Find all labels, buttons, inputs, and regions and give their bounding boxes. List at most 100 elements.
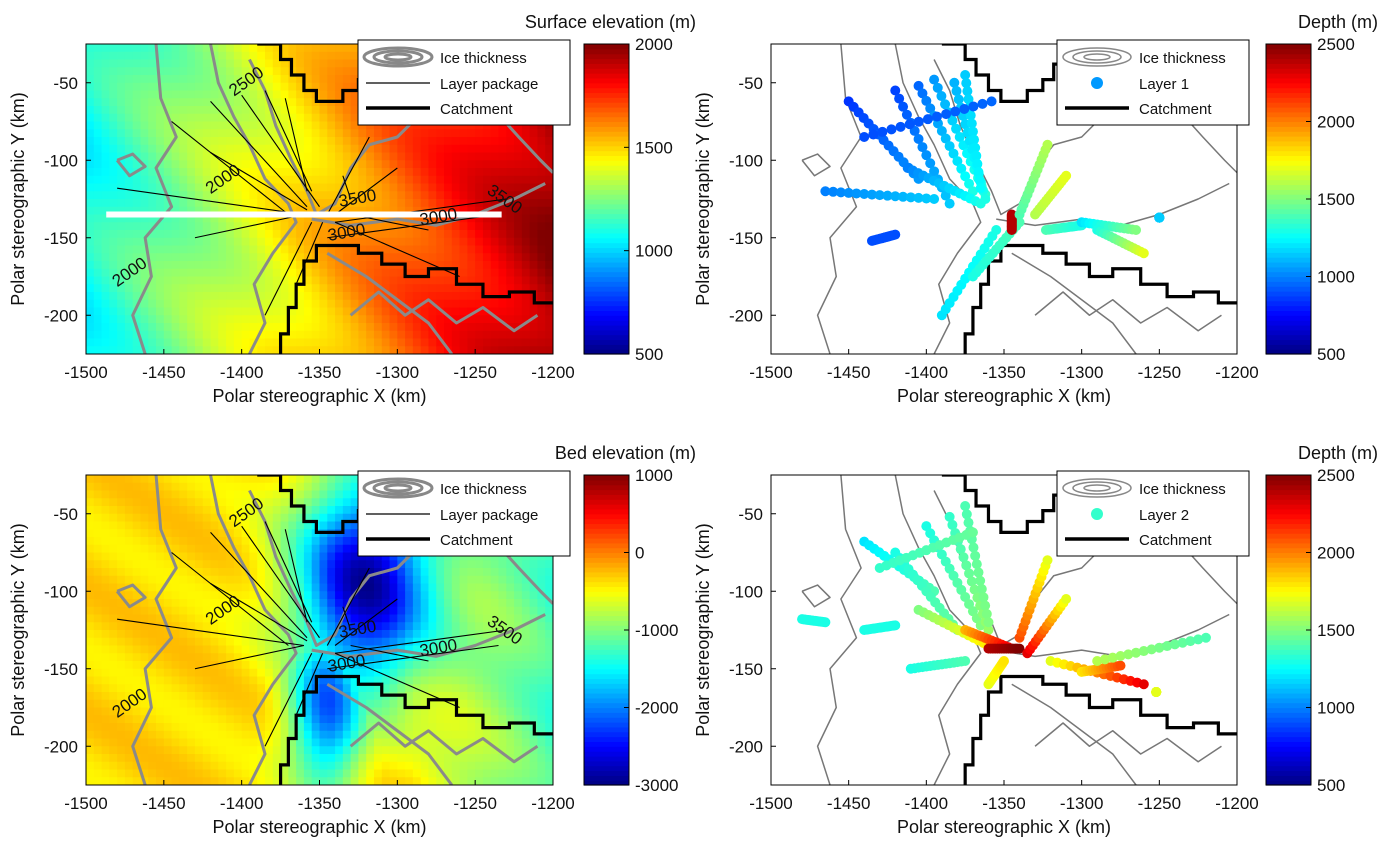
field-cell <box>319 723 328 732</box>
field-cell <box>179 191 188 200</box>
field-cell <box>490 284 500 293</box>
field-cell <box>257 160 266 169</box>
field-cell <box>467 338 476 347</box>
field-cell <box>140 268 149 278</box>
field-cell <box>171 583 180 592</box>
field-cell <box>397 568 406 577</box>
field-cell <box>132 90 142 99</box>
field-cell <box>420 237 430 247</box>
field-cell <box>171 276 180 285</box>
field-cell <box>475 684 484 693</box>
field-cell <box>319 59 328 68</box>
field-cell <box>412 137 422 146</box>
field-cell <box>265 214 274 223</box>
colorbar-segment <box>1266 111 1311 118</box>
colorbar-segment <box>584 150 629 157</box>
field-cell <box>373 230 383 239</box>
field-cell <box>241 769 251 778</box>
field-cell <box>117 668 126 678</box>
field-cell <box>148 707 157 716</box>
field-cell <box>124 606 134 616</box>
colorbar-segment <box>1266 305 1311 312</box>
field-cell <box>187 661 196 670</box>
field-cell <box>373 268 383 278</box>
field-cell <box>140 59 149 68</box>
field-cell <box>451 230 461 239</box>
field-cell <box>280 44 289 53</box>
field-cell <box>272 498 282 507</box>
field-cell <box>467 730 476 740</box>
field-cell <box>498 323 507 332</box>
field-cell <box>117 769 126 778</box>
field-cell <box>327 692 336 701</box>
field-cell <box>156 98 165 107</box>
field-cell <box>233 51 243 61</box>
field-cell <box>124 315 134 324</box>
field-cell <box>436 183 445 192</box>
field-cell <box>93 730 103 740</box>
field-cell <box>156 754 165 763</box>
field-cell <box>327 51 336 61</box>
field-cell <box>342 761 352 771</box>
field-cell <box>109 137 118 146</box>
field-cell <box>218 307 227 316</box>
field-cell <box>187 191 196 200</box>
field-cell <box>358 253 367 262</box>
layer-point <box>965 110 976 121</box>
field-cell <box>226 44 235 53</box>
field-cell <box>311 583 321 592</box>
field-cell <box>210 591 219 600</box>
field-cell <box>436 568 445 577</box>
field-cell <box>335 614 344 623</box>
field-cell <box>93 323 103 332</box>
field-cell <box>233 506 243 515</box>
field-cell <box>350 552 360 561</box>
field-cell <box>187 315 196 324</box>
field-cell <box>303 606 313 616</box>
field-cell <box>194 98 204 107</box>
field-cell <box>179 653 188 662</box>
colorbar-segment <box>1266 136 1311 142</box>
field-cell <box>358 222 367 231</box>
field-cell <box>179 44 188 53</box>
field-cell <box>272 338 282 347</box>
field-cell <box>272 537 282 546</box>
field-cell <box>265 222 274 231</box>
field-cell <box>436 292 445 301</box>
field-cell <box>218 746 227 755</box>
field-cell <box>194 75 204 84</box>
field-cell <box>288 90 297 99</box>
field-cell <box>241 506 251 515</box>
field-cell <box>272 653 282 662</box>
field-cell <box>327 513 336 523</box>
field-cell <box>109 723 118 732</box>
field-cell <box>350 668 360 678</box>
field-cell <box>335 707 344 716</box>
layer-point <box>851 188 862 199</box>
field-cell <box>272 315 282 324</box>
field-cell <box>335 113 344 123</box>
field-cell <box>490 191 500 200</box>
layer-point <box>969 134 980 145</box>
field-cell <box>202 292 212 301</box>
field-cell <box>397 276 406 285</box>
field-cell <box>218 44 227 53</box>
field-cell <box>490 261 500 270</box>
field-cell <box>187 144 196 154</box>
colorbar-segment <box>584 179 629 186</box>
field-cell <box>358 237 367 247</box>
colorbar-segment <box>584 300 629 307</box>
field-cell <box>93 214 103 223</box>
field-cell <box>475 253 484 262</box>
colorbar-segment <box>584 169 629 176</box>
field-cell <box>109 715 118 724</box>
field-cell <box>156 261 165 270</box>
field-cell <box>397 245 406 254</box>
field-cell <box>327 183 336 192</box>
field-cell <box>506 183 515 192</box>
colorbar-segment <box>584 63 629 69</box>
field-cell <box>210 630 219 639</box>
field-cell <box>124 661 134 670</box>
field-cell <box>210 191 219 200</box>
field-cell <box>163 268 173 278</box>
